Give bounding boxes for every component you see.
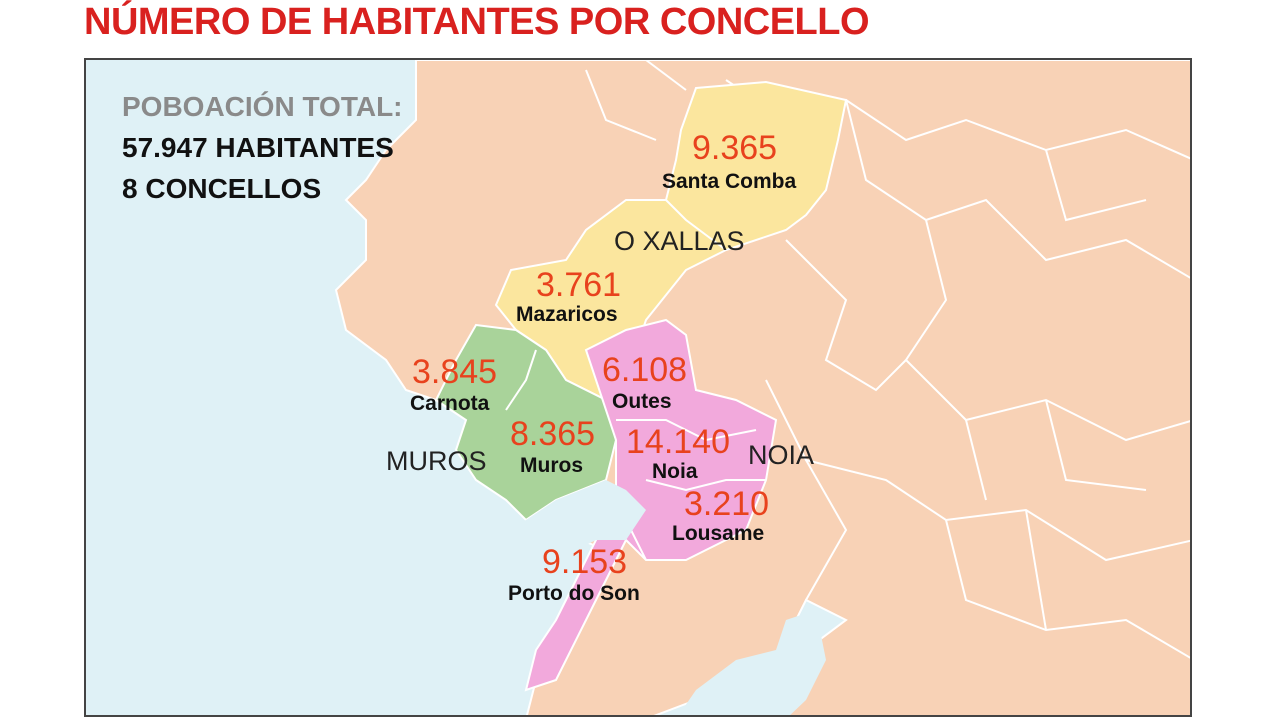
name-mazaricos: Mazaricos <box>516 303 618 326</box>
region-label-xallas: O XALLAS <box>614 226 745 256</box>
name-carnota: Carnota <box>410 392 490 415</box>
region-label-muros: MUROS <box>386 446 487 476</box>
boundary-outes-noia <box>616 419 757 442</box>
region-map <box>86 60 1190 715</box>
population-carnota: 3.845 <box>412 353 498 391</box>
population-porto-do-son: 9.153 <box>542 543 628 581</box>
name-muros: Muros <box>520 454 583 477</box>
ria-south <box>678 610 826 715</box>
summary-population: 57.947 HABITANTES <box>122 132 394 163</box>
population-outes: 6.108 <box>602 351 688 389</box>
ria-inlet <box>506 480 646 560</box>
population-lousame: 3.210 <box>684 485 770 523</box>
name-porto-do-son: Porto do Son <box>508 582 640 605</box>
population-summary: POBOACIÓN TOTAL: 57.947 HABITANTES 8 CON… <box>122 86 403 209</box>
population-mazaricos: 3.761 <box>536 266 622 304</box>
population-noia: 14.140 <box>626 423 730 461</box>
summary-municipalities: 8 CONCELLOS <box>122 173 322 204</box>
population-santa-comba: 9.365 <box>692 129 778 167</box>
region-label-noia: NOIA <box>748 440 815 470</box>
region-noia <box>524 318 778 692</box>
summary-label: POBOACIÓN TOTAL: <box>122 91 403 122</box>
boundary-carnota-muros <box>505 349 537 411</box>
map-frame: POBOACIÓN TOTAL: 57.947 HABITANTES 8 CON… <box>84 58 1192 717</box>
name-noia: Noia <box>652 460 698 483</box>
name-lousame: Lousame <box>672 522 765 545</box>
population-muros: 8.365 <box>510 415 596 453</box>
name-santa-comba: Santa Comba <box>662 170 797 193</box>
boundary-noia-lousame <box>645 479 766 492</box>
map-title: NÚMERO DE HABITANTES POR CONCELLO <box>84 1 870 43</box>
boundary-santa-comba-mazaricos <box>665 199 727 251</box>
name-outes: Outes <box>612 390 672 413</box>
